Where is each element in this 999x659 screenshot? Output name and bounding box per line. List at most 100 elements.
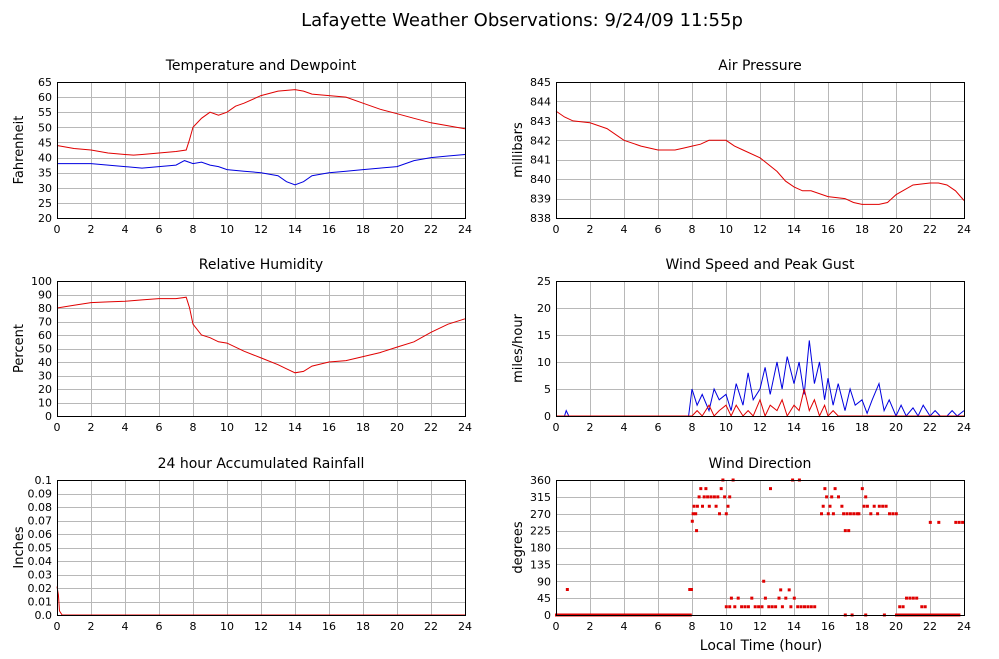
direction-point [869,512,873,516]
direction-point [712,495,716,499]
direction-point [891,512,895,516]
direction-y-tick-label: 45 [537,592,551,605]
direction-point [728,605,732,609]
temp-plot-frame [57,82,466,219]
direction-point [690,519,694,523]
humidity-plot-frame [57,281,466,417]
direction-x-tick-label: 2 [587,620,594,633]
direction-point [750,596,754,600]
rain-x-tick-label: 8 [190,620,197,633]
rain-x-tick-label: 24 [458,620,472,633]
direction-point [777,596,781,600]
humidity-x-tick-label: 24 [458,421,472,434]
temp-x-tick-label: 6 [156,223,163,236]
temp-y-tick-label: 20 [38,212,52,225]
direction-point [908,596,912,600]
direction-point [704,487,708,491]
wind-series-line-1 [556,340,965,418]
direction-point [565,588,569,591]
pressure-x-tick-label: 18 [855,223,869,236]
direction-point [898,605,902,609]
wind-x-tick-label: 14 [787,421,801,434]
direction-point [881,504,885,508]
direction-point [729,596,733,600]
rain-y-tick-label: 0.04 [28,555,53,568]
direction-point [937,520,941,524]
humidity-x-tick-label: 2 [88,421,95,434]
direction-point [954,520,958,524]
rain-x-tick-label: 22 [424,620,438,633]
temp-x-tick-label: 12 [254,223,268,236]
direction-point [923,605,927,609]
humidity-x-tick-label: 0 [54,421,61,434]
humidity-y-tick-label: 100 [31,275,52,288]
pressure-x-tick-label: 2 [587,223,594,236]
pressure-y-axis-label: millibars [511,122,526,178]
direction-point [872,504,876,508]
temp-series-line-1 [56,89,466,156]
humidity-y-tick-label: 60 [38,329,52,342]
direction-point [707,504,711,508]
temp-series-line-2 [57,154,466,186]
direction-point [799,605,803,609]
humidity-x-tick-label: 14 [288,421,302,434]
humidity-x-tick-label: 6 [156,421,163,434]
pressure-x-tick-label: 22 [923,223,937,236]
direction-point [840,504,844,508]
direction-y-tick-label: 0 [544,609,551,622]
humidity-title: Relative Humidity [199,257,323,273]
rain-x-tick-label: 6 [156,620,163,633]
direction-point [837,495,840,499]
direction-point [760,605,764,609]
wind-x-tick-label: 12 [753,421,767,434]
temp-y-tick-label: 55 [38,106,52,119]
direction-point [695,504,699,508]
direction-point [857,512,861,516]
humidity-x-tick-label: 4 [122,421,129,434]
wind-x-tick-label: 8 [689,421,696,434]
wind-x-tick-label: 4 [621,421,628,434]
wind-plot-frame [556,281,965,417]
direction-point [865,504,869,508]
rain-x-tick-label: 18 [356,620,370,633]
direction-point [709,495,713,499]
direction-x-tick-label: 24 [957,620,971,633]
rain-plot-frame [57,480,466,616]
temp-y-tick-label: 30 [38,182,52,195]
direction-x-tick-label: 18 [855,620,869,633]
direction-point [847,529,851,533]
humidity-x-tick-label: 10 [220,421,234,434]
direction-point [706,495,710,499]
humidity-x-tick-label: 20 [390,421,404,434]
direction-y-tick-label: 315 [530,491,551,504]
direction-point [770,605,774,609]
humidity-y-tick-label: 30 [38,370,52,383]
direction-x-tick-label: 20 [889,620,903,633]
direction-point [845,512,849,516]
rain-x-tick-label: 4 [122,620,129,633]
temp-x-tick-label: 0 [54,223,61,236]
page-title: Lafayette Weather Observations: 9/24/09 … [301,10,743,31]
temp-y-tick-label: 45 [38,136,52,149]
direction-point [821,504,825,508]
humidity-x-tick-label: 22 [424,421,438,434]
direction-point [928,520,932,524]
direction-point [740,605,744,609]
direction-point [726,504,730,508]
pressure-y-tick-label: 838 [530,212,551,225]
direction-point [789,605,793,609]
temp-x-tick-label: 20 [390,223,404,236]
temp-x-tick-label: 10 [220,223,234,236]
direction-point [701,504,704,508]
direction-point [957,520,961,524]
pressure-y-tick-label: 845 [530,76,551,89]
wind-x-tick-label: 22 [923,421,937,434]
pressure-x-tick-label: 12 [753,223,767,236]
pressure-x-tick-label: 16 [821,223,835,236]
direction-x-tick-label: 8 [689,620,696,633]
humidity-y-tick-label: 40 [38,356,52,369]
rain-y-tick-label: 0.06 [28,528,53,541]
direction-point [833,487,837,491]
direction-point [743,605,747,609]
direction-point [862,504,866,508]
